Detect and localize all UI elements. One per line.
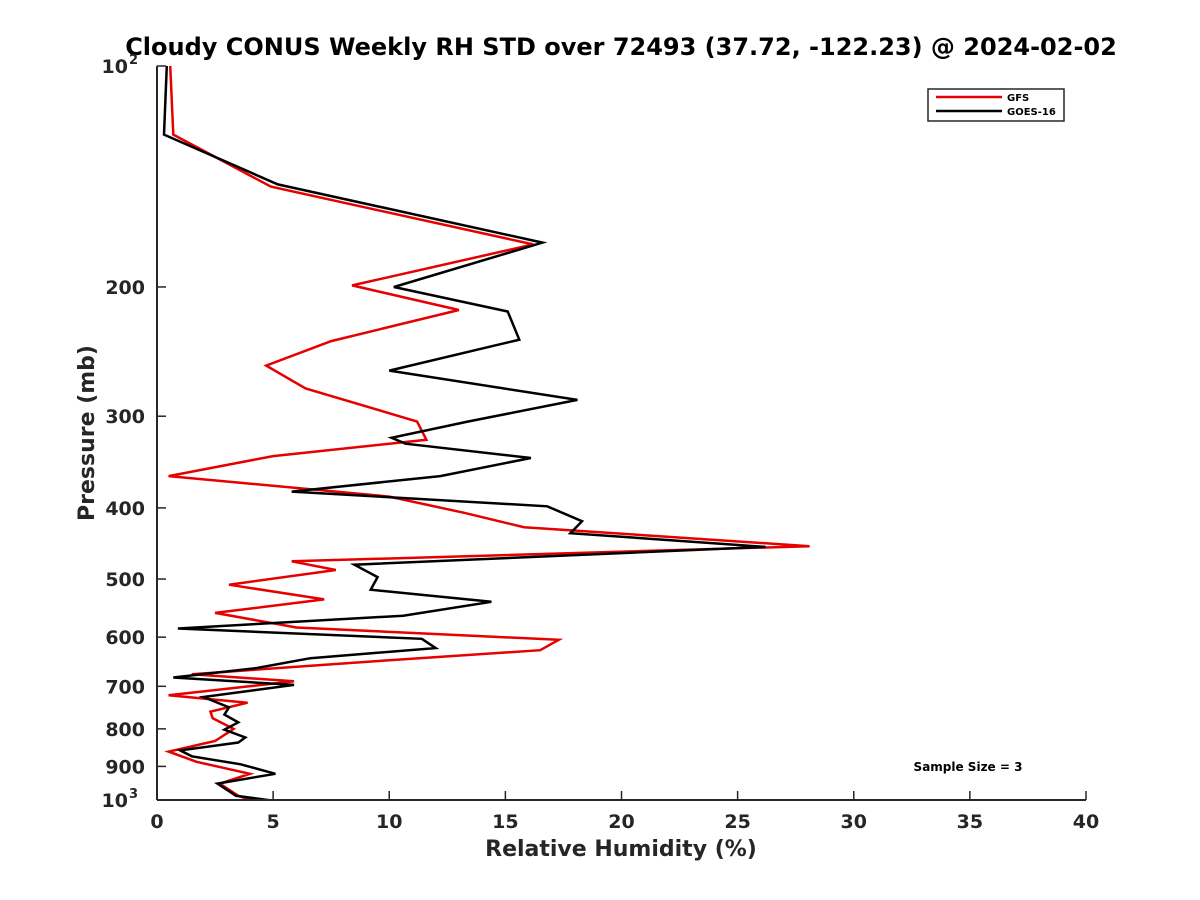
x-tick-label: 35 [957, 811, 983, 833]
y-tick-label: 700 [105, 676, 145, 698]
sample-size-annotation: Sample Size = 3 [914, 760, 1023, 774]
legend: GFS GOES-16 [927, 88, 1065, 122]
x-tick-label: 5 [267, 811, 280, 833]
y-tick-label: 200 [105, 277, 145, 299]
y-tick-exponent: 3 [129, 787, 138, 802]
x-tick-label: 40 [1073, 811, 1099, 833]
x-axis-label: Relative Humidity (%) [485, 837, 757, 862]
y-axis-label: Pressure (mb) [75, 345, 100, 521]
y-tick-label: 900 [105, 756, 145, 778]
y-tick-label: 500 [105, 569, 145, 591]
series-line-gfs [164, 66, 810, 800]
series-layer [162, 66, 810, 800]
legend-label-goes16: GOES-16 [1007, 107, 1056, 118]
y-tick-label: 400 [105, 498, 145, 520]
y-tick-label: 10 [102, 790, 128, 812]
y-tick-label: 10 [102, 56, 128, 78]
y-tick-label: 300 [105, 406, 145, 428]
series-group [162, 66, 810, 800]
legend-box [927, 88, 1065, 122]
x-tick-layer: 0 5 10 15 20 25 30 35 40 [150, 791, 1099, 833]
x-tick-label: 0 [150, 811, 163, 833]
series-line-goes16 [162, 66, 766, 800]
legend-label-gfs: GFS [1007, 93, 1029, 104]
y-tick-exponent: 2 [129, 53, 138, 68]
x-tick-label: 20 [608, 811, 634, 833]
y-tick-label: 600 [105, 627, 145, 649]
x-tick-label: 10 [376, 811, 402, 833]
x-tick-label: 25 [724, 811, 750, 833]
y-tick-label: 800 [105, 719, 145, 741]
x-tick-label: 15 [492, 811, 518, 833]
chart-title: Cloudy CONUS Weekly RH STD over 72493 (3… [125, 33, 1117, 61]
x-tick-label: 30 [841, 811, 867, 833]
